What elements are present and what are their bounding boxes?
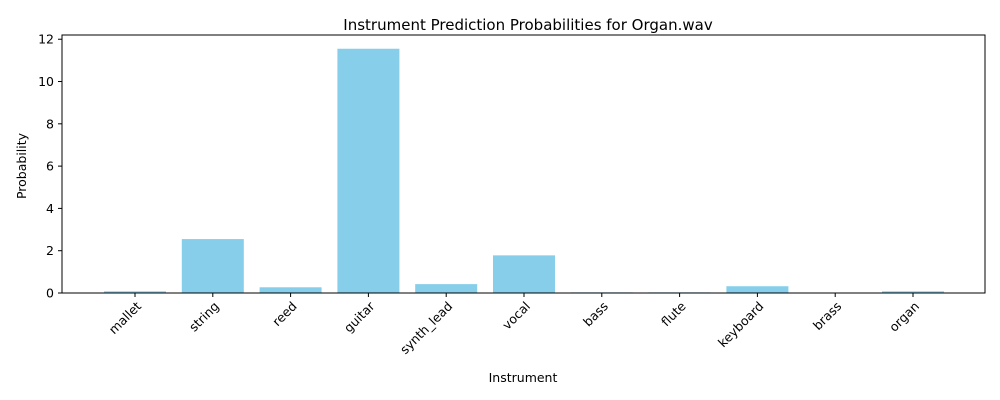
x-tick-label-string: string [186,299,222,335]
y-tick-label: 8 [46,116,54,131]
bar-vocal [493,255,555,293]
chart-title: Instrument Prediction Probabilities for … [343,16,713,34]
bar-guitar [337,48,400,293]
bar-reed [259,287,322,293]
bar-mallet [104,291,166,293]
x-tick-label-vocal: vocal [499,299,533,333]
bar-organ [882,291,944,293]
bar-string [181,239,244,293]
x-tick-label-bass: bass [580,299,611,330]
x-tick-label-synth_lead: synth_lead [397,299,455,357]
x-tick-label-brass: brass [810,299,844,333]
x-tick-label-mallet: mallet [106,298,145,337]
x-tick-label-reed: reed [269,299,300,330]
x-tick-label-guitar: guitar [341,298,378,335]
x-axis-label: Instrument [489,370,558,385]
y-axis-label: Probability [14,132,29,199]
y-tick-label: 2 [46,243,54,258]
y-tick-label: 0 [46,286,54,301]
x-tick-label-flute: flute [658,298,689,329]
y-tick-label: 12 [38,32,54,47]
y-tick-label: 6 [46,159,54,174]
x-tick-label-keyboard: keyboard [715,299,767,351]
bar-synth_lead [415,284,478,293]
bar-keyboard [726,286,789,293]
y-tick-label: 4 [46,201,54,216]
x-tick-label-organ: organ [886,299,922,335]
plot-area: 0 2 4 6 8 10 12 mallet string reed guitar synth_lea… [38,32,986,357]
y-tick-label: 10 [38,74,54,89]
